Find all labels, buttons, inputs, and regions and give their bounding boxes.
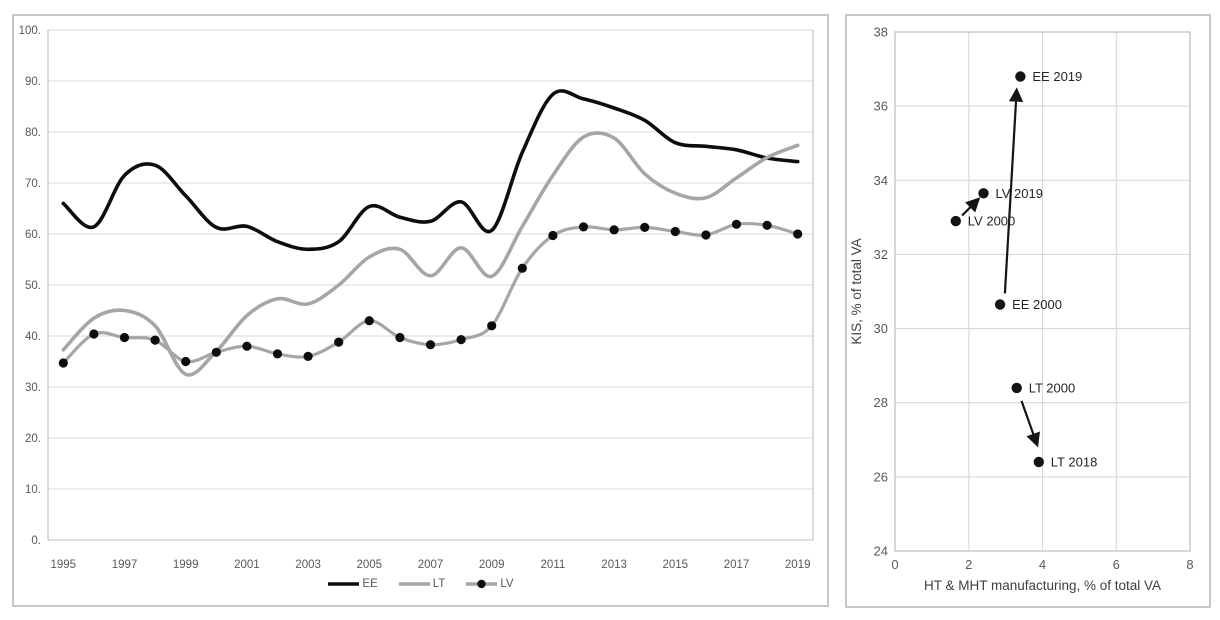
y-axis-tick-label: 70. xyxy=(25,178,41,190)
point-label: EE 2019 xyxy=(1032,69,1082,84)
y-axis-tick-label: 50. xyxy=(25,280,41,292)
point-label: LV 2000 xyxy=(968,214,1015,229)
y-axis-tick-label: 90. xyxy=(25,76,41,88)
y-axis-tick-label: 24 xyxy=(874,544,888,559)
lv-line-marker-swatch xyxy=(466,579,498,589)
lv-marker-dot xyxy=(150,335,160,345)
legend-label-lt: LT xyxy=(432,578,446,590)
lv-marker-dot xyxy=(181,356,191,367)
ee-series-line xyxy=(61,89,800,252)
scatter-point xyxy=(1015,71,1026,82)
legend-label-lv: LV xyxy=(500,578,514,590)
x-axis-tick-label: 8 xyxy=(1186,557,1193,572)
y-axis-tick-label: 30. xyxy=(25,382,41,394)
lv-marker-dot xyxy=(119,332,130,343)
legend-label-ee: EE xyxy=(362,578,378,590)
lv-marker-dot xyxy=(578,222,589,232)
lv-marker-dot xyxy=(731,219,742,229)
y-axis-title: KIS, % of total VA xyxy=(849,238,864,344)
y-axis-tick-label: 0. xyxy=(31,535,41,547)
x-axis-tick-label: 1999 xyxy=(173,559,199,571)
x-axis-tick-label: 2011 xyxy=(541,559,566,571)
lv-marker-dot xyxy=(364,316,374,326)
point-label: LV 2019 xyxy=(996,186,1043,201)
x-axis-tick-label: 2017 xyxy=(724,559,750,571)
y-axis-tick-label: 100. xyxy=(19,25,41,37)
lv-trajectory-arrow xyxy=(961,197,981,217)
lt-line-swatch xyxy=(398,582,430,586)
point-label: EE 2000 xyxy=(1012,297,1062,312)
lv-marker-dot xyxy=(609,225,619,235)
x-axis-tick-label: 2 xyxy=(965,557,972,572)
x-axis-tick-label: 2015 xyxy=(663,559,689,571)
legend-item-lt: LT xyxy=(398,578,446,590)
x-axis-tick-label: 2013 xyxy=(601,559,627,571)
line-chart: 100. 90. 80. 70. 60. 50. 40. 30. 20. 10. 0. 1995 199… xyxy=(19,25,814,571)
legend: EE LT LV xyxy=(14,578,827,590)
lv-marker-dot xyxy=(334,337,344,347)
lt-trajectory-arrow xyxy=(1020,400,1040,448)
scatter-point xyxy=(994,299,1006,310)
x-axis-tick-label: 2009 xyxy=(479,559,505,571)
x-axis-tick-label: 1995 xyxy=(51,559,77,571)
legend-item-lv: LV xyxy=(465,578,514,590)
y-axis-tick-label: 32 xyxy=(874,247,888,262)
lv-marker-dot xyxy=(242,341,252,351)
y-axis-tick-label: 36 xyxy=(874,99,888,114)
lv-marker-dot xyxy=(517,263,527,273)
y-axis-tick-label: 38 xyxy=(874,25,888,40)
line-chart-panel: 100. 90. 80. 70. 60. 50. 40. 30. 20. 10. 0. 1995 199… xyxy=(12,14,829,607)
lt-series-line xyxy=(61,131,800,377)
lv-marker-dot xyxy=(701,230,711,240)
scatter-point xyxy=(978,188,989,199)
lv-marker-dot xyxy=(272,349,283,359)
lv-marker-dot xyxy=(303,351,313,361)
legend-item-ee: EE xyxy=(327,578,378,590)
lv-marker-dot xyxy=(425,340,436,350)
y-axis-tick-label: 40. xyxy=(25,331,41,343)
plot-border xyxy=(894,31,1191,552)
scatter-point xyxy=(1011,382,1022,394)
point-label: LT 2000 xyxy=(1029,380,1076,395)
ee-trajectory-arrow xyxy=(1003,87,1024,294)
x-axis-tick-label: 2007 xyxy=(418,559,444,571)
lv-marker-dot xyxy=(670,226,680,237)
lv-marker-dot xyxy=(395,332,405,343)
x-axis-tick-label: 2005 xyxy=(357,559,383,571)
lv-marker-dot xyxy=(58,358,68,368)
lv-marker-dot xyxy=(456,335,466,345)
lv-marker-dot xyxy=(89,329,99,339)
lv-marker-dot xyxy=(548,230,558,241)
x-axis-tick-label: 2001 xyxy=(234,559,260,571)
scatter-point xyxy=(950,215,961,227)
lv-marker-dot xyxy=(487,321,497,331)
x-axis-title: HT & MHT manufacturing, % of total VA xyxy=(924,578,1161,593)
point-label: LT 2018 xyxy=(1051,455,1098,470)
scatter-point xyxy=(1033,456,1044,468)
y-axis-tick-label: 28 xyxy=(874,395,888,410)
y-axis-tick-label: 30 xyxy=(874,321,888,336)
x-axis-tick-label: 2003 xyxy=(295,559,321,571)
y-axis-tick-label: 60. xyxy=(25,229,41,241)
x-axis-tick-label: 4 xyxy=(1039,557,1046,572)
lv-marker-dot xyxy=(762,220,772,230)
y-axis-tick-label: 80. xyxy=(25,127,41,139)
y-axis-tick-label: 26 xyxy=(874,469,888,484)
lv-marker-dot xyxy=(793,229,803,239)
y-axis-tick-label: 20. xyxy=(25,433,41,445)
scatter-chart-panel: 38 36 34 32 30 28 26 24 0 2 4 6 8 EE 2019 LV 2019 LV 20… xyxy=(845,14,1211,608)
x-axis-tick-label: 2019 xyxy=(785,559,811,571)
x-axis-tick-label: 1997 xyxy=(112,559,138,571)
x-axis-tick-label: 6 xyxy=(1113,557,1120,572)
lv-marker-dot xyxy=(211,347,221,357)
ee-line-swatch xyxy=(328,582,360,586)
x-axis-tick-label: 0 xyxy=(891,557,898,572)
lv-marker-dot xyxy=(640,222,650,232)
y-axis-tick-label: 34 xyxy=(874,173,888,188)
y-axis-tick-label: 10. xyxy=(25,484,41,496)
